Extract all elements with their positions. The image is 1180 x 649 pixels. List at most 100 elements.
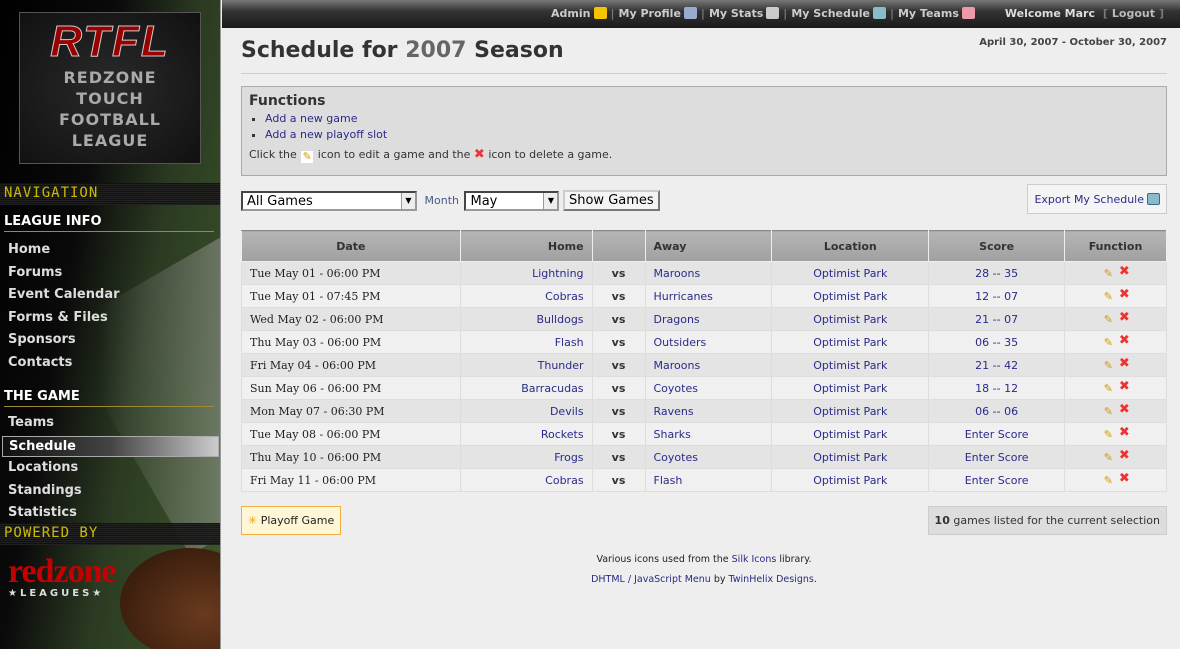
location-link[interactable]: Optimist Park [813,312,888,326]
away-team-link[interactable]: Coyotes [653,381,698,395]
sidebar-item-schedule[interactable]: Schedule [2,435,219,457]
delete-icon[interactable]: ✖ [1118,356,1130,371]
sidebar-item-locations[interactable]: Locations [8,460,79,475]
footer: Various icons used from the Silk Icons l… [241,550,1167,590]
edit-icon[interactable]: ✎ [1103,267,1113,280]
delete-icon[interactable]: ✖ [1118,333,1130,348]
top-link-my-profile[interactable]: My Profile [619,7,697,20]
game-filter-select[interactable]: All Games ▼ [241,190,417,211]
home-team-link[interactable]: Thunder [537,358,584,372]
home-team-link[interactable]: Devils [549,404,584,418]
sidebar-item-forms-files[interactable]: Forms & Files [8,309,108,325]
edit-icon[interactable]: ✎ [1103,313,1113,326]
top-link-my-schedule[interactable]: My Schedule [791,7,886,20]
top-link-my-teams[interactable]: My Teams [898,7,975,20]
silk-icons-link[interactable]: Silk Icons [731,554,777,565]
away-team-link[interactable]: Maroons [653,266,701,280]
redzone-leagues-logo[interactable]: redzone ★LEAGUES★ [8,555,117,600]
location-link[interactable]: Optimist Park [813,266,888,280]
edit-icon[interactable]: ✎ [1103,290,1113,303]
delete-icon[interactable]: ✖ [1118,448,1130,463]
sidebar-item-contacts[interactable]: Contacts [8,354,73,370]
delete-icon[interactable]: ✖ [1118,471,1130,486]
home-team-link[interactable]: Lightning [532,266,584,280]
add-playoff-slot-link[interactable]: Add a new playoff slot [265,128,388,141]
edit-icon[interactable]: ✎ [1103,405,1113,418]
delete-icon[interactable]: ✖ [1118,310,1130,325]
score-link[interactable]: 18 -- 12 [975,381,1019,395]
edit-icon[interactable]: ✎ [1103,451,1113,464]
score-link[interactable]: 21 -- 42 [975,358,1019,372]
delete-icon[interactable]: ✖ [1118,425,1130,440]
add-game-link[interactable]: Add a new game [265,112,358,125]
score-link[interactable]: 28 -- 35 [975,266,1019,280]
top-link-admin[interactable]: Admin [551,7,607,20]
score-link[interactable]: 21 -- 07 [975,312,1019,326]
column-header: Function [1064,230,1167,262]
score-link[interactable]: 06 -- 06 [975,404,1019,418]
location-link[interactable]: Optimist Park [813,450,888,464]
table-cell: Coyotes [644,376,773,400]
home-team-link[interactable]: Cobras [545,473,584,487]
location-link[interactable]: Optimist Park [813,358,888,372]
home-team-link[interactable]: Cobras [545,289,584,303]
separator: | [700,7,705,20]
location-link[interactable]: Optimist Park [813,404,888,418]
away-team-link[interactable]: Sharks [653,427,691,441]
away-team-link[interactable]: Ravens [653,404,694,418]
logout-link[interactable]: Logout [1111,7,1155,20]
twinhelix-link[interactable]: TwinHelix Designs [728,574,814,585]
help-text: icon to delete a game. [488,148,613,161]
playoff-game-button[interactable]: ✳ Playoff Game [241,506,342,535]
home-team-link[interactable]: Barracudas [521,381,584,395]
score-link[interactable]: Enter Score [964,450,1029,464]
sidebar-item-event-calendar[interactable]: Event Calendar [8,287,120,302]
score-link[interactable]: Enter Score [964,427,1029,441]
away-team-link[interactable]: Maroons [653,358,701,372]
home-team-link[interactable]: Frogs [554,450,584,464]
sidebar-item-teams[interactable]: Teams [8,415,55,430]
show-games-button[interactable]: Show Games [562,190,660,211]
edit-icon[interactable]: ✎ [1103,336,1113,349]
sidebar-item-home[interactable]: Home [8,242,51,257]
delete-icon[interactable]: ✖ [1118,402,1130,417]
export-schedule-button[interactable]: Export My Schedule [1027,184,1167,214]
away-team-link[interactable]: Coyotes [653,450,698,464]
away-team-link[interactable]: Flash [653,473,683,487]
delete-icon[interactable]: ✖ [1118,379,1130,394]
away-team-link[interactable]: Dragons [653,312,700,326]
sidebar-item-forums[interactable]: Forums [8,264,63,280]
home-team-link[interactable]: Flash [554,335,584,349]
top-link-my-stats[interactable]: My Stats [709,7,780,20]
home-team-link[interactable]: Bulldogs [536,312,584,326]
sidebar-item-sponsors[interactable]: Sponsors [8,332,76,347]
month-select[interactable]: May ▼ [464,190,560,211]
score-link[interactable]: Enter Score [964,473,1029,487]
delete-icon[interactable]: ✖ [1118,287,1130,302]
table-cell: Thunder [459,353,593,377]
function-cell: ✎ ✖ [1064,399,1167,423]
home-team-link[interactable]: Rockets [540,427,584,441]
away-team-link[interactable]: Outsiders [653,335,707,349]
location-link[interactable]: Optimist Park [813,335,888,349]
score-link[interactable]: 06 -- 35 [975,335,1019,349]
delete-icon[interactable]: ✖ [1118,264,1130,279]
location-link[interactable]: Optimist Park [813,427,888,441]
location-link[interactable]: Optimist Park [813,473,888,487]
column-header: Date [241,230,461,262]
edit-icon[interactable]: ✎ [1103,428,1113,441]
edit-icon[interactable]: ✎ [1103,382,1113,395]
edit-icon[interactable]: ✎ [1103,474,1113,487]
sidebar-item-statistics[interactable]: Statistics [8,505,77,520]
sidebar-item-standings[interactable]: Standings [8,482,82,498]
welcome-text: Welcome Marc [1004,7,1095,20]
table-cell: Optimist Park [771,307,930,331]
away-team-link[interactable]: Hurricanes [653,289,713,303]
location-link[interactable]: Optimist Park [813,381,888,395]
table-cell: Frogs [459,445,593,469]
dhtml-menu-link[interactable]: DHTML / JavaScript Menu [591,574,711,585]
score-link[interactable]: 12 -- 07 [975,289,1019,303]
league-logo[interactable]: RTFL REDZONE TOUCH FOOTBALL LEAGUE [19,12,201,164]
location-link[interactable]: Optimist Park [813,289,888,303]
edit-icon[interactable]: ✎ [1103,359,1113,372]
